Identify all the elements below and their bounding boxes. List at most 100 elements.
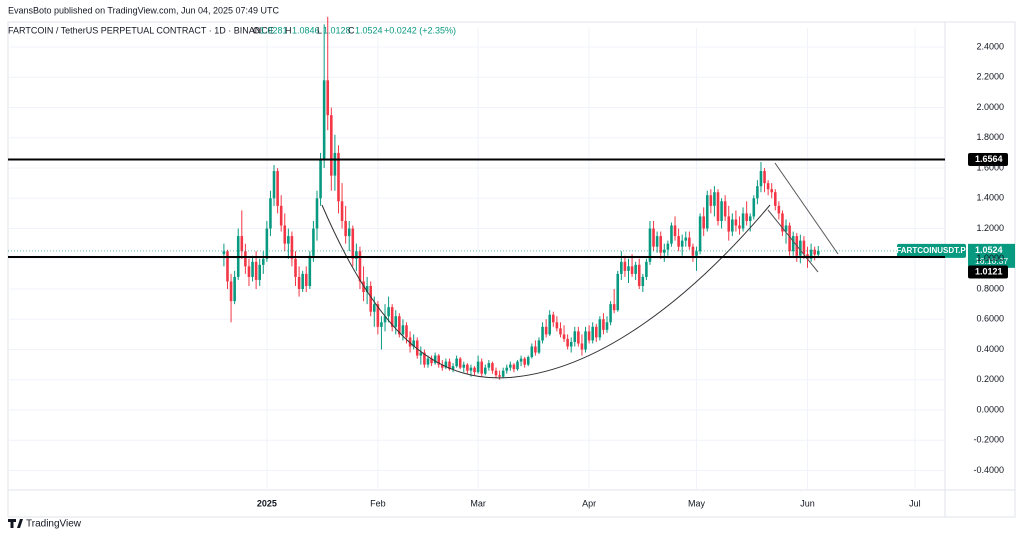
level-label: 1.0121	[975, 266, 1003, 276]
candle-body	[261, 258, 265, 265]
candle-body	[648, 228, 652, 262]
candle-body	[645, 261, 648, 277]
open-value: 1.0281	[260, 25, 288, 35]
candle-body	[756, 186, 759, 199]
candle-body	[552, 314, 555, 323]
candle-body	[659, 236, 663, 253]
x-tick-label: Feb	[370, 498, 386, 508]
candle-body	[369, 285, 372, 312]
level-tag	[968, 153, 1008, 167]
high-label: H	[285, 25, 292, 35]
candle-body	[355, 251, 358, 259]
candle-body	[777, 205, 781, 214]
candle-body	[802, 240, 806, 255]
candle-body	[716, 192, 720, 221]
instrument: FARTCOIN / TetherUS PERPETUAL CONTRACT ·…	[8, 25, 274, 35]
candle-body	[559, 328, 562, 335]
candle-body	[419, 352, 423, 356]
candle-body	[605, 322, 609, 330]
candle-body	[637, 264, 641, 286]
candle-body	[441, 364, 444, 368]
candle-body	[509, 364, 512, 368]
candle-body	[745, 213, 748, 221]
candle-body	[344, 220, 347, 237]
low-value: 1.0128	[323, 25, 351, 35]
y-tick-label: 2.0000	[976, 102, 1004, 112]
candle-body	[620, 261, 623, 274]
countdown: 16:10:37	[975, 256, 1008, 266]
candle-body	[480, 361, 483, 374]
candle-body	[566, 338, 569, 347]
candle-body	[226, 251, 229, 282]
candle-body	[229, 281, 233, 302]
candle-body	[437, 355, 441, 365]
candle-body	[290, 236, 294, 259]
y-tick-label: 1.0000	[976, 253, 1004, 263]
x-tick-label: 2025	[257, 498, 277, 508]
candle-body	[340, 201, 344, 221]
candle-body	[333, 152, 337, 176]
candle-body	[641, 276, 645, 286]
candle-body	[287, 236, 290, 244]
candle-body	[809, 249, 813, 259]
price-tag	[968, 243, 1015, 268]
y-tick-label: 2.4000	[976, 41, 1004, 51]
candle-body	[594, 326, 598, 338]
y-tick-label: 1.6000	[976, 162, 1004, 172]
candle-body	[548, 314, 552, 335]
candle-body	[541, 326, 544, 341]
candle-body	[358, 251, 362, 282]
candle-body	[723, 201, 727, 217]
candle-body	[752, 198, 756, 217]
x-tick-label: Mar	[470, 498, 486, 508]
symbol-label: FARTCOINUSDT.P	[896, 246, 966, 255]
candle-body	[534, 346, 537, 353]
candle-body	[702, 216, 705, 229]
change: +0.0242 (+2.35%)	[384, 25, 456, 35]
candle-body	[526, 357, 530, 365]
candle-body	[587, 331, 591, 341]
candle-body	[738, 225, 741, 229]
candle-body	[609, 304, 612, 323]
candles	[222, 16, 820, 380]
y-tick-label: -0.2000	[973, 435, 1004, 445]
candle-body	[577, 331, 580, 344]
candle-body	[784, 225, 788, 232]
candle-body	[233, 276, 236, 302]
candle-body	[254, 261, 258, 280]
candle-body	[401, 325, 405, 335]
candle-body	[598, 319, 602, 338]
candle-body	[591, 326, 594, 341]
candle-body	[766, 183, 770, 190]
candle-body	[319, 160, 322, 199]
candle-body	[473, 367, 476, 373]
candle-body	[222, 251, 226, 255]
candle-body	[258, 264, 261, 280]
candle-body	[519, 358, 523, 362]
candle-body	[269, 198, 272, 229]
candle-body	[372, 304, 376, 312]
candle-body	[612, 304, 616, 311]
candle-body	[337, 152, 340, 202]
candle-body	[265, 228, 269, 259]
candle-body	[741, 213, 745, 229]
candle-body	[294, 258, 297, 277]
candle-body	[315, 198, 319, 229]
candle-body	[816, 250, 820, 255]
channel-lower	[767, 209, 819, 273]
candle-body	[247, 266, 251, 277]
candle-body	[498, 375, 501, 377]
y-tick-label: -0.4000	[973, 465, 1004, 475]
candle-body	[680, 240, 684, 247]
candle-body	[430, 358, 433, 364]
candle-body	[677, 236, 680, 247]
candle-body	[483, 367, 487, 374]
candle-body	[462, 364, 466, 368]
candle-body	[799, 240, 802, 256]
close-label: C	[348, 25, 355, 35]
candle-body	[398, 316, 401, 335]
candle-body	[365, 285, 369, 293]
candle-body	[330, 115, 333, 176]
y-tick-label: 1.4000	[976, 193, 1004, 203]
